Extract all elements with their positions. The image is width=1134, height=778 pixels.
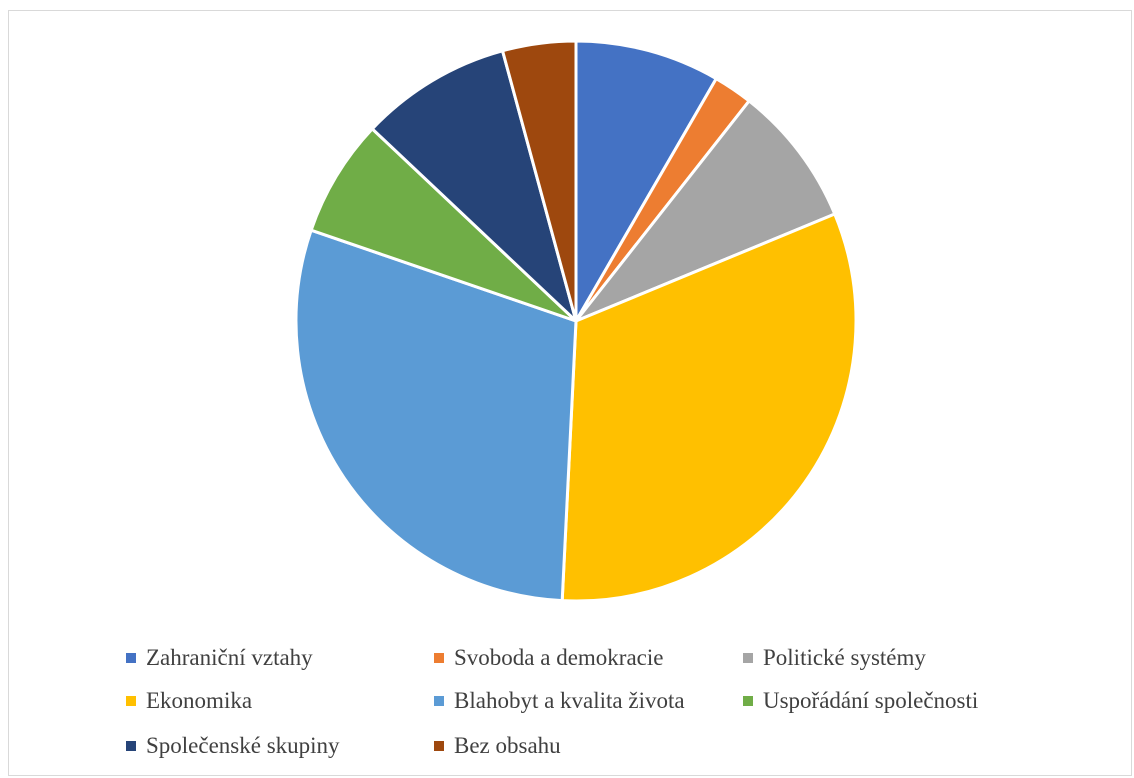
pie-slice-5	[309, 127, 578, 323]
pie-slice-3	[560, 212, 858, 603]
pie-slice-7	[501, 39, 578, 323]
pie-slice-2	[574, 99, 837, 323]
pie-slice-6	[370, 49, 578, 323]
pie-slice-4	[294, 228, 578, 603]
pie-slice-0	[574, 39, 718, 323]
